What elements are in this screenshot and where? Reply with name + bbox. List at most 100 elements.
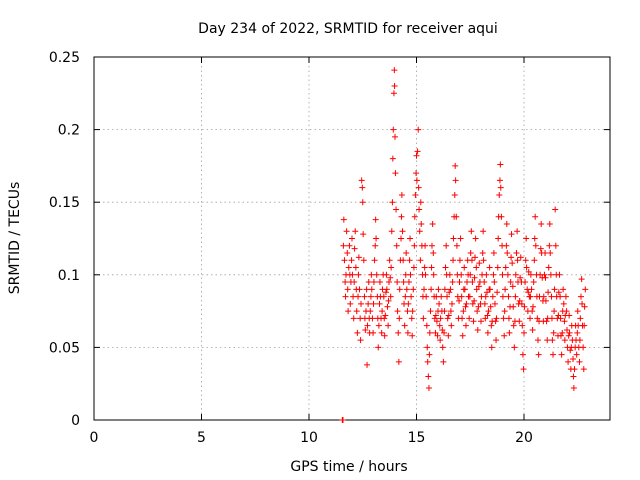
data-point — [512, 271, 519, 278]
data-point — [448, 322, 455, 329]
data-point — [545, 289, 552, 296]
data-point — [510, 322, 517, 329]
data-point — [532, 242, 539, 249]
data-point — [530, 303, 537, 310]
data-point — [422, 242, 429, 249]
data-point — [556, 271, 563, 278]
data-point — [466, 315, 473, 322]
data-point — [458, 271, 465, 278]
data-point — [550, 329, 557, 336]
data-point — [411, 213, 418, 220]
data-point — [359, 199, 366, 206]
data-point — [504, 271, 511, 278]
data-point — [548, 315, 555, 322]
data-point — [485, 308, 492, 315]
data-point — [346, 242, 353, 249]
data-point — [458, 293, 465, 300]
data-point — [512, 293, 519, 300]
data-point — [409, 332, 416, 339]
data-point — [518, 300, 525, 307]
data-point — [492, 318, 499, 325]
data-point — [570, 385, 577, 392]
data-point — [576, 358, 583, 365]
data-point — [516, 318, 523, 325]
data-point — [514, 228, 521, 235]
data-point — [381, 332, 388, 339]
x-axis-label: GPS time / hours — [290, 459, 407, 475]
data-point — [387, 293, 394, 300]
data-point — [400, 257, 407, 264]
data-point — [519, 322, 526, 329]
y-tick-label: 0.05 — [49, 340, 80, 356]
data-point — [542, 274, 549, 281]
data-point — [571, 366, 578, 373]
data-point — [563, 308, 570, 315]
data-point — [520, 366, 527, 373]
data-point — [375, 322, 382, 329]
data-point — [501, 332, 508, 339]
data-point — [500, 315, 507, 322]
data-point — [460, 308, 467, 315]
data-point — [364, 322, 371, 329]
data-point — [438, 293, 445, 300]
data-point — [417, 199, 424, 206]
data-point — [576, 337, 583, 344]
data-point — [574, 329, 581, 336]
data-point — [523, 235, 530, 242]
data-point — [502, 264, 509, 271]
data-point — [382, 312, 389, 319]
data-point — [558, 351, 565, 358]
data-point — [464, 279, 471, 286]
data-point — [506, 329, 513, 336]
data-point — [488, 322, 495, 329]
data-point — [445, 332, 452, 339]
data-point — [546, 242, 553, 249]
data-point — [559, 329, 566, 336]
data-point — [354, 329, 361, 336]
data-point — [413, 177, 420, 184]
data-point — [446, 289, 453, 296]
data-point — [565, 332, 572, 339]
data-point — [550, 351, 557, 358]
data-point — [463, 300, 470, 307]
data-point — [546, 220, 553, 227]
data-point — [508, 254, 515, 261]
data-point — [580, 344, 587, 351]
data-point — [542, 297, 549, 304]
data-point — [505, 293, 512, 300]
data-point — [410, 264, 417, 271]
data-point — [525, 289, 532, 296]
data-point — [392, 170, 399, 177]
data-point — [372, 216, 379, 223]
data-point — [370, 279, 377, 286]
data-point — [461, 264, 468, 271]
y-tick-label: 0.2 — [58, 123, 80, 139]
data-point — [375, 344, 382, 351]
data-point — [413, 152, 420, 159]
data-point — [497, 184, 504, 191]
data-point — [367, 308, 374, 315]
data-point — [436, 322, 443, 329]
data-point — [476, 260, 483, 267]
data-point — [385, 297, 392, 304]
data-point — [423, 293, 430, 300]
data-point — [355, 254, 362, 261]
data-point — [519, 351, 526, 358]
data-point — [411, 242, 418, 249]
data-point — [499, 271, 506, 278]
data-point — [461, 286, 468, 293]
data-point — [523, 264, 530, 271]
data-point — [566, 312, 573, 319]
data-point — [521, 329, 527, 336]
tick-labels: 0 5 10 15 20 0 0.05 0.1 0.15 0.2 0.25 — [49, 50, 533, 446]
data-point — [504, 250, 511, 257]
data-point — [391, 67, 398, 74]
data-point — [475, 283, 482, 290]
data-point — [418, 220, 425, 227]
data-point — [398, 235, 405, 242]
data-point — [560, 300, 567, 307]
data-point — [427, 308, 434, 315]
data-point — [577, 293, 584, 300]
data-point — [480, 228, 487, 235]
data-point — [350, 315, 357, 322]
